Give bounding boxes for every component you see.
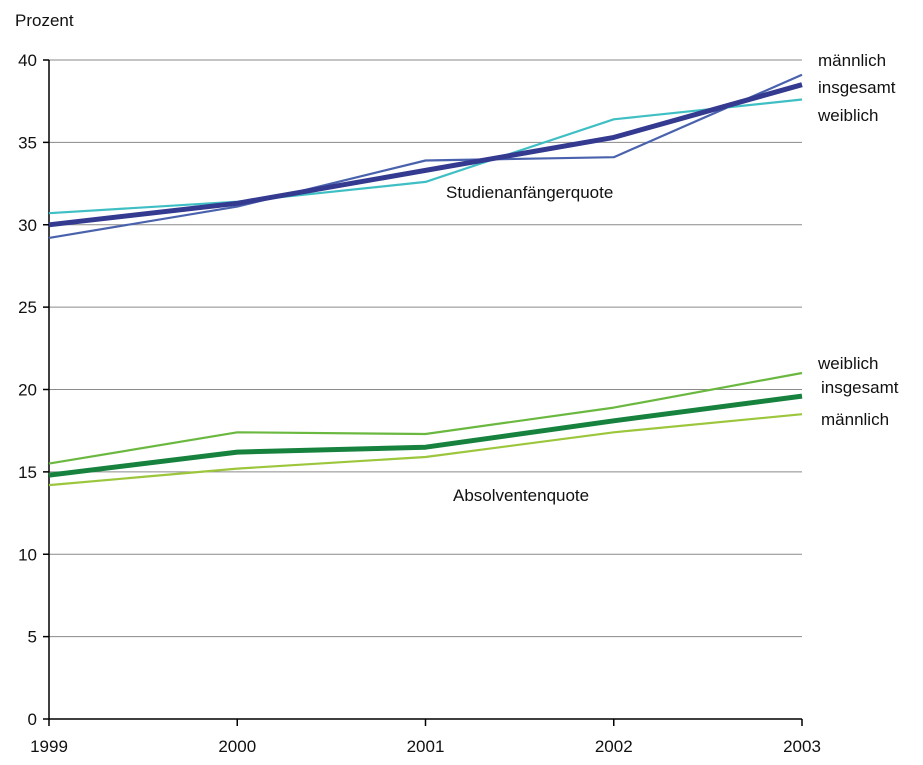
series-line-studienanfaenger-maennlich xyxy=(48,73,803,239)
y-tick-label: 10 xyxy=(18,545,37,564)
series-end-label: insgesamt xyxy=(821,378,899,397)
y-tick-label: 30 xyxy=(18,216,37,235)
series-line-absolventen-weiblich xyxy=(48,371,803,465)
x-tick-label: 2001 xyxy=(407,737,445,756)
series-end-label: insgesamt xyxy=(818,78,896,97)
y-tick-label: 40 xyxy=(18,51,37,70)
y-tick-label: 0 xyxy=(28,710,37,729)
y-tick-label: 35 xyxy=(18,133,37,152)
series-end-label: weiblich xyxy=(817,106,878,125)
y-tick-label: 25 xyxy=(18,298,37,317)
series-end-label: männlich xyxy=(818,51,886,70)
x-tick-label: 2000 xyxy=(218,737,256,756)
series-line-absolventen-insgesamt xyxy=(48,393,803,478)
x-tick-label: 1999 xyxy=(30,737,68,756)
series-end-label: männlich xyxy=(821,410,889,429)
series-line-absolventen-maennlich xyxy=(48,413,803,487)
group-label: Studienanfängerquote xyxy=(446,183,613,202)
series-end-label: weiblich xyxy=(817,354,878,373)
x-tick-label: 2003 xyxy=(783,737,821,756)
series-lines xyxy=(48,73,803,487)
y-tick-label: 20 xyxy=(18,381,37,400)
x-tick-label: 2002 xyxy=(595,737,633,756)
y-unit-label: Prozent xyxy=(15,11,74,30)
series-line-studienanfaenger-insgesamt xyxy=(48,82,803,228)
y-tick-label: 5 xyxy=(28,628,37,647)
axes: 0 5 10 15 20 25 30 35 40 1999 2000 2001 2002 2003 xyxy=(18,51,821,756)
group-label: Absolventenquote xyxy=(453,486,589,505)
labels: Prozent männlich insgesamt weiblich weiblich… xyxy=(15,11,899,505)
y-tick-label: 15 xyxy=(18,463,37,482)
series-line-studienanfaenger-weiblich xyxy=(48,98,803,215)
gridlines xyxy=(49,59,802,638)
